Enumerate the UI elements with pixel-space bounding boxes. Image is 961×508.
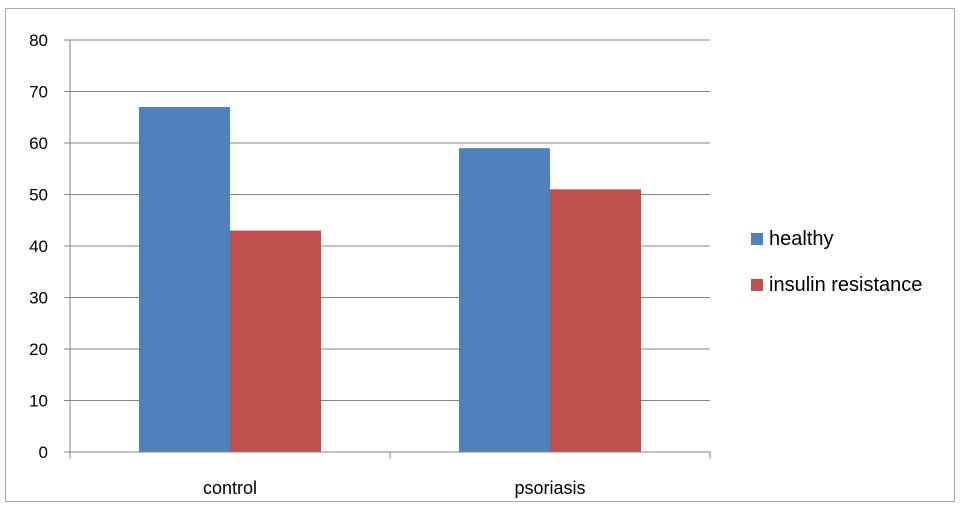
legend-label: insulin resistance <box>769 274 922 296</box>
axes <box>69 40 711 459</box>
y-tick-label: 50 <box>29 186 48 205</box>
legend-swatch-healthy <box>751 233 763 245</box>
y-tick-label: 40 <box>29 237 48 256</box>
y-tick-label: 70 <box>29 83 48 102</box>
bar-control-healthy <box>139 106 230 452</box>
y-axis-ticks: 0 10 20 30 40 50 60 70 80 <box>29 31 70 462</box>
legend-swatch-insulin-resistance <box>751 279 763 291</box>
y-tick-label: 60 <box>29 134 48 153</box>
legend: healthy insulin resistance <box>751 228 922 296</box>
y-tick-label: 10 <box>29 392 48 411</box>
x-category-label: psoriasis <box>514 478 585 498</box>
y-tick-label: 0 <box>39 443 48 462</box>
bars <box>139 106 641 452</box>
y-tick-label: 30 <box>29 289 48 308</box>
x-category-label: control <box>203 478 257 498</box>
y-tick-label: 20 <box>29 340 48 359</box>
x-axis-labels: control psoriasis <box>203 478 586 498</box>
bar-psoriasis-insulin-resistance <box>550 189 641 452</box>
bar-control-insulin-resistance <box>230 230 321 452</box>
y-tick-label: 80 <box>29 31 48 50</box>
bar-psoriasis-healthy <box>459 148 550 452</box>
legend-label: healthy <box>769 228 834 250</box>
